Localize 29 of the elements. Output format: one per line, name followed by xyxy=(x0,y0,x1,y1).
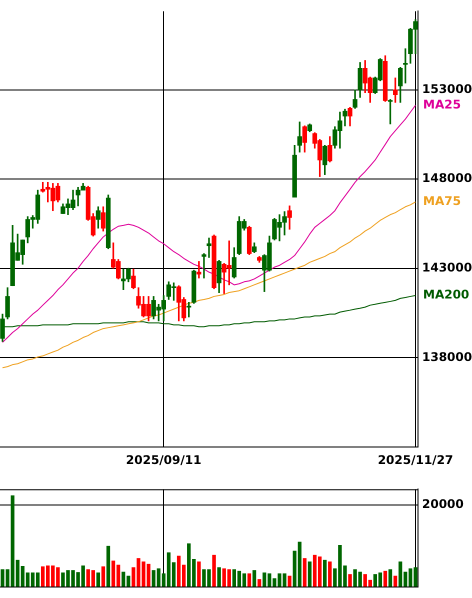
bar xyxy=(106,546,110,587)
series-label: MA200 xyxy=(423,288,470,302)
bar xyxy=(217,567,221,587)
bar xyxy=(247,573,252,587)
bar xyxy=(258,579,262,587)
series-label: MA25 xyxy=(423,97,461,112)
bar xyxy=(323,560,327,587)
bar xyxy=(388,569,392,587)
bar xyxy=(252,570,256,587)
series-label: MA75 xyxy=(423,194,461,208)
y-tick-label: 153000 xyxy=(422,82,472,96)
x-tick-label: 2025/11/27 xyxy=(378,453,454,468)
bar xyxy=(308,561,312,587)
candlestick xyxy=(196,261,202,278)
bar xyxy=(197,561,201,587)
bar xyxy=(302,558,307,587)
y-tick-label: 148000 xyxy=(422,171,472,186)
bar xyxy=(383,570,388,587)
x-tick-label: 2025/09/11 xyxy=(126,453,202,468)
bar xyxy=(394,576,398,587)
y-tick-label: 143000 xyxy=(422,260,472,275)
bar xyxy=(212,554,216,587)
y-tick-label: 20000 xyxy=(422,496,464,511)
bar xyxy=(101,566,106,587)
bar xyxy=(96,572,100,587)
bar xyxy=(348,574,352,587)
bar xyxy=(288,576,292,587)
y-tick-label: 138000 xyxy=(422,350,472,364)
bar xyxy=(328,561,332,587)
